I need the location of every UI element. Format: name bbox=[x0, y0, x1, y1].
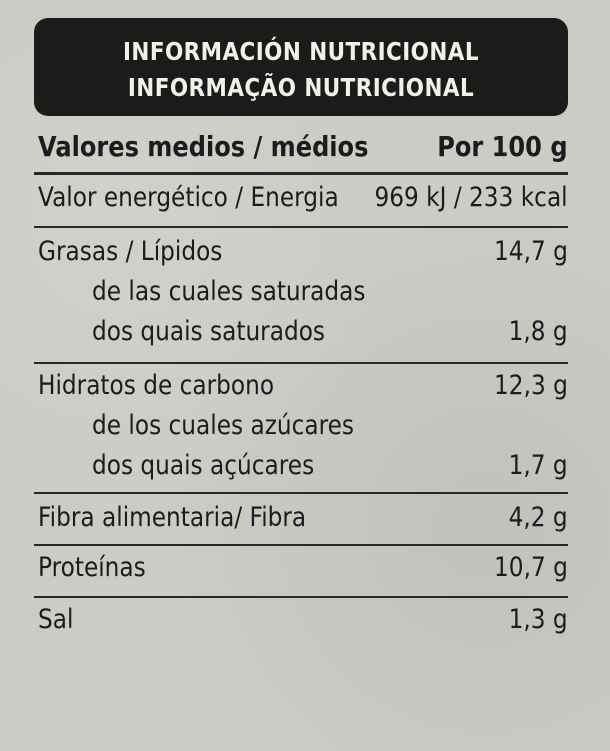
row-value: 1,8 g bbox=[508, 316, 568, 347]
row-value: 969 kJ / 233 kcal bbox=[374, 182, 568, 213]
divider bbox=[34, 172, 568, 175]
divider bbox=[34, 544, 568, 546]
row-label: Fibra alimentaria/ Fibra bbox=[38, 502, 307, 533]
header-title-spanish: INFORMACIÓN NUTRICIONAL bbox=[122, 37, 480, 66]
column-header-row: Valores medios / médios Por 100 g bbox=[34, 126, 568, 170]
table-row-proteins: Proteínas 10,7 g bbox=[34, 548, 568, 592]
row-value: 12,3 g bbox=[494, 370, 568, 401]
row-value: 1,7 g bbox=[508, 450, 568, 481]
row-label: Valor energético / Energia bbox=[38, 182, 339, 213]
row-label: Sal bbox=[38, 604, 74, 635]
row-label: Hidratos de carbono bbox=[38, 370, 275, 401]
divider bbox=[34, 492, 568, 494]
divider bbox=[34, 596, 568, 598]
row-sublabel: dos quais açúcares bbox=[92, 450, 315, 481]
row-sublabel: dos quais saturados bbox=[92, 316, 326, 347]
table-row-carbohydrates: Hidratos de carbono 12,3 g de los cuales… bbox=[34, 366, 568, 492]
column-header-per-100g: Por 100 g bbox=[437, 130, 568, 163]
row-sublabel: de las cuales saturadas bbox=[92, 276, 366, 307]
row-sublabel: de los cuales azúcares bbox=[92, 410, 355, 441]
table-row-fibre: Fibra alimentaria/ Fibra 4,2 g bbox=[34, 498, 568, 542]
row-value: 4,2 g bbox=[508, 502, 568, 533]
divider bbox=[34, 362, 568, 364]
table-row-fats: Grasas / Lípidos 14,7 g de las cuales sa… bbox=[34, 232, 568, 364]
table-row-energy: Valor energético / Energia 969 kJ / 233 … bbox=[34, 178, 568, 222]
table-row-salt: Sal 1,3 g bbox=[34, 600, 568, 644]
header-title-portuguese: INFORMAÇÃO NUTRICIONAL bbox=[127, 73, 475, 102]
row-label: Proteínas bbox=[38, 552, 146, 583]
row-value: 1,3 g bbox=[508, 604, 568, 635]
divider bbox=[34, 226, 568, 228]
nutrition-header: INFORMACIÓN NUTRICIONAL INFORMAÇÃO NUTRI… bbox=[34, 18, 568, 116]
column-header-values: Valores medios / médios bbox=[38, 130, 369, 163]
row-value: 14,7 g bbox=[494, 236, 568, 267]
row-value: 10,7 g bbox=[494, 552, 568, 583]
row-label: Grasas / Lípidos bbox=[38, 236, 223, 267]
